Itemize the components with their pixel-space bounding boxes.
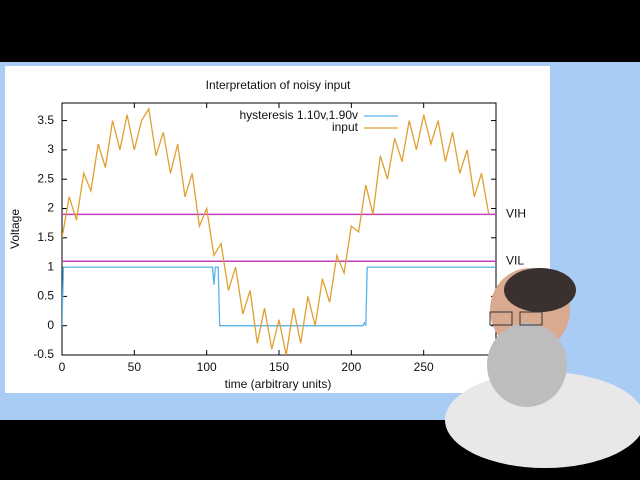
series-line (62, 107, 490, 355)
plot-area: -0.5 0 0.5 1 1.5 2 2.5 3 3.5 0 50 100 150 200 250 VIH VI… (33, 103, 526, 374)
threshold-label: VIL (506, 253, 524, 267)
y-tick-label: 3 (47, 142, 54, 156)
chart-window (5, 66, 550, 393)
y-tick-label: 0 (47, 318, 54, 332)
threshold-label: VIH (506, 207, 526, 221)
y-tick-label: 3.5 (37, 113, 54, 127)
glasses (519, 311, 543, 326)
y-tick-label: 1 (47, 259, 54, 273)
x-tick-label: 50 (128, 360, 142, 374)
series-line (62, 266, 496, 327)
glasses (489, 311, 513, 326)
legend-label: hysteresis 1.10v,1.90v (239, 108, 358, 122)
y-tick-label: 2.5 (37, 171, 54, 185)
legend-label: input (332, 120, 359, 134)
x-tick-label: 100 (197, 360, 217, 374)
y-axis-label: Voltage (8, 209, 22, 249)
x-tick-label: 0 (59, 360, 66, 374)
y-tick-label: -0.5 (33, 347, 54, 361)
x-tick-label: 200 (341, 360, 361, 374)
x-tick-label: 150 (269, 360, 289, 374)
y-tick-label: 1.5 (37, 230, 54, 244)
x-axis-label: time (arbitrary units) (225, 377, 332, 391)
hair (504, 268, 576, 312)
y-tick-label: 2 (47, 201, 54, 215)
beard (487, 323, 567, 407)
x-tick-label: 250 (414, 360, 434, 374)
chart-title: Interpretation of noisy input (206, 78, 351, 92)
presenter (445, 268, 640, 468)
shirt (445, 372, 640, 468)
y-tick-label: 0.5 (37, 289, 54, 303)
